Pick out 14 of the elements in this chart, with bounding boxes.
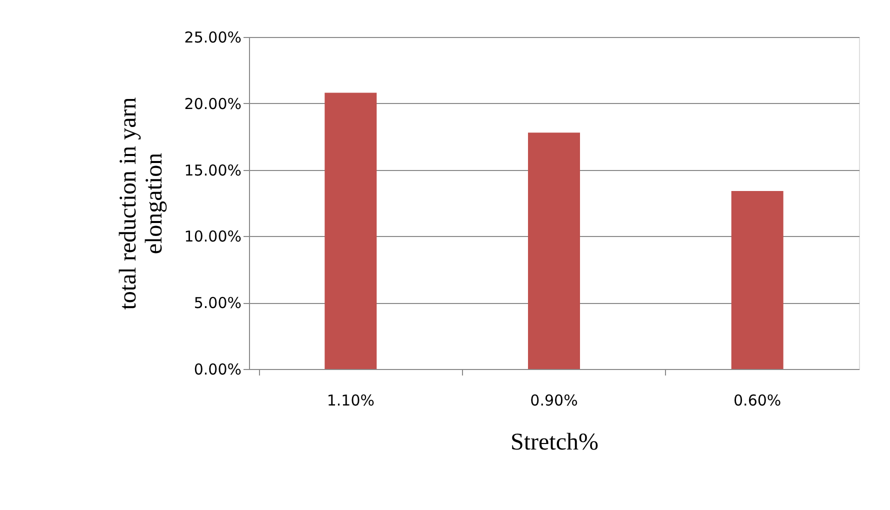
x-tick-label: 0.90% <box>530 392 578 410</box>
bar <box>528 132 580 369</box>
bar <box>731 191 784 369</box>
x-tick-label: 1.10% <box>326 392 374 410</box>
y-tick-label: 5.00% <box>194 294 242 312</box>
y-tick-label: 25.00% <box>184 28 242 46</box>
bar <box>324 92 377 369</box>
y-tick-label: 0.00% <box>194 360 242 378</box>
y-axis-title: total reduction in yarn elongation <box>115 97 168 310</box>
y-tick-label: 15.00% <box>184 161 242 180</box>
y-tick-label: 10.00% <box>184 228 242 246</box>
x-tick-label: 0.60% <box>734 392 782 410</box>
x-axis-title: Stretch% <box>510 430 598 456</box>
y-tick-label: 20.00% <box>184 94 242 113</box>
